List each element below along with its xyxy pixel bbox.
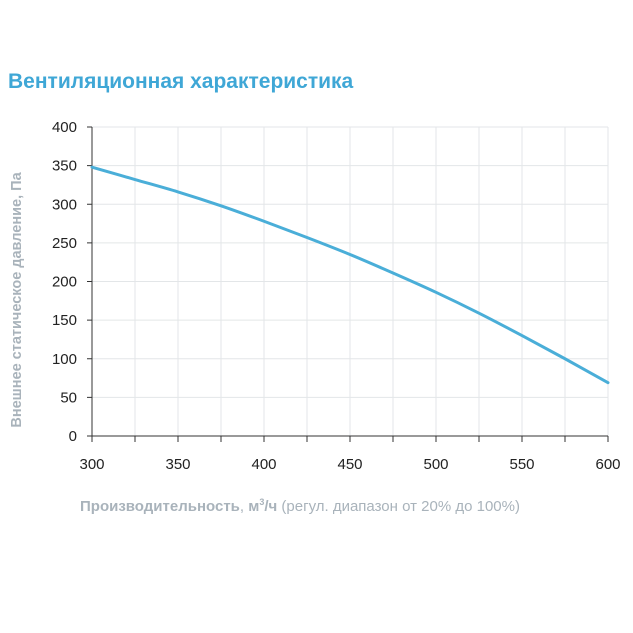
x-axis-label-note: (регул. диапазон от 20% до 100%) bbox=[277, 498, 520, 515]
x-tick-label: 600 bbox=[595, 456, 620, 473]
x-tick-label: 550 bbox=[509, 456, 534, 473]
y-tick-label: 250 bbox=[52, 235, 77, 252]
x-tick-label: 350 bbox=[165, 456, 190, 473]
x-axis-label: Производительность, м3/ч (регул. диапазо… bbox=[80, 497, 520, 515]
y-tick-label: 300 bbox=[52, 196, 77, 213]
x-axis-label-main: Производительность bbox=[80, 498, 240, 515]
y-tick-label: 100 bbox=[52, 351, 77, 368]
series-line bbox=[90, 165, 610, 385]
chart-title: Вентиляционная характеристика bbox=[8, 70, 354, 93]
series bbox=[90, 165, 610, 385]
x-tick-label: 400 bbox=[251, 456, 276, 473]
y-tick-label: 350 bbox=[52, 158, 77, 175]
y-tick-label: 200 bbox=[52, 274, 77, 291]
x-tick-label: 300 bbox=[79, 456, 104, 473]
x-tick-label: 500 bbox=[423, 456, 448, 473]
x-tick-label: 450 bbox=[337, 456, 362, 473]
y-tick-label: 0 bbox=[69, 428, 77, 445]
x-axis-unit: м3/ч bbox=[248, 497, 278, 515]
y-axis-label: Внешнее статическое давление, Па bbox=[9, 171, 25, 427]
y-tick-label: 400 bbox=[52, 119, 77, 136]
x-axis-label-separator: , bbox=[239, 498, 249, 515]
axes bbox=[87, 126, 609, 442]
y-tick-labels: 0 50 100 150 200 250 300 350 400 bbox=[52, 119, 77, 445]
x-tick-labels: 300 350 400 450 500 550 600 bbox=[79, 456, 620, 473]
grid-lines bbox=[91, 126, 609, 436]
y-tick-label: 150 bbox=[52, 312, 77, 329]
y-tick-label: 50 bbox=[60, 389, 77, 406]
